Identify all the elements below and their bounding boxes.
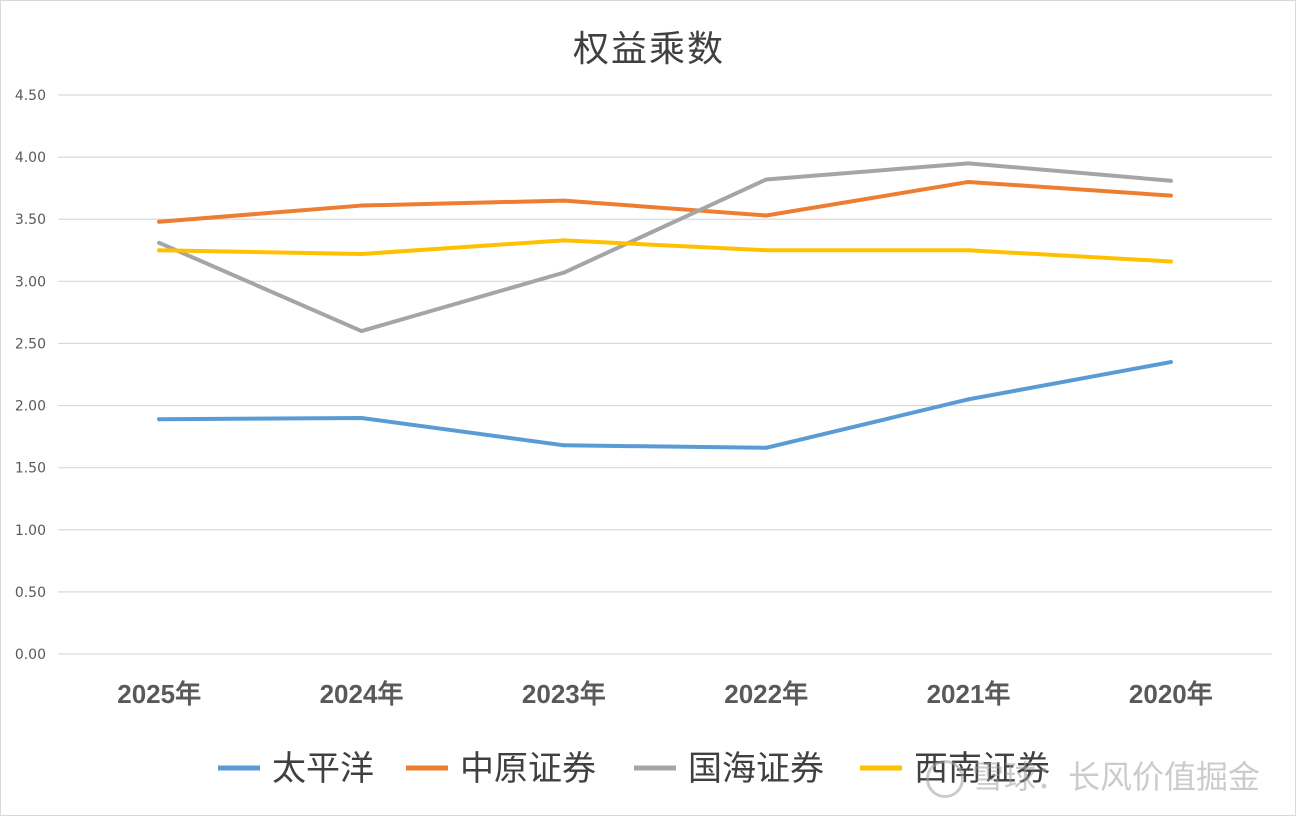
data-point xyxy=(359,252,364,257)
x-tick-label: 2022年 xyxy=(724,679,808,709)
data-point xyxy=(157,248,162,253)
x-tick-label: 2020年 xyxy=(1129,679,1213,709)
series-line-4 xyxy=(157,238,1173,264)
data-point xyxy=(157,417,162,422)
y-tick-label: 3.50 xyxy=(15,212,46,228)
snowball-logo-icon xyxy=(925,760,964,798)
legend-label: 中原证券 xyxy=(460,749,596,789)
data-point xyxy=(359,415,364,420)
data-point xyxy=(157,240,162,245)
data-point xyxy=(764,177,769,182)
data-point xyxy=(764,248,769,253)
data-point xyxy=(1168,178,1173,183)
series-line-1 xyxy=(157,360,1173,450)
x-tick-label: 2021年 xyxy=(927,679,1011,709)
data-point xyxy=(764,213,769,218)
y-tick-label: 1.00 xyxy=(15,523,46,539)
data-point xyxy=(561,270,566,275)
series-lines xyxy=(157,161,1173,450)
y-tick-label: 0.00 xyxy=(15,647,46,663)
y-tick-label: 0.50 xyxy=(15,585,46,601)
y-tick-label: 4.50 xyxy=(15,88,46,104)
x-tick-label: 2023年 xyxy=(522,679,606,709)
y-tick-label: 2.50 xyxy=(15,336,46,352)
gridlines xyxy=(58,94,1272,655)
data-point xyxy=(561,238,566,243)
x-axis: 2025年 2024年 2023年 2022年 2021年 2020年 xyxy=(117,679,1213,709)
y-tick-label: 2.00 xyxy=(15,399,46,415)
data-point xyxy=(764,445,769,450)
data-point xyxy=(966,397,971,402)
x-tick-label: 2024年 xyxy=(320,679,404,709)
y-axis: 0.00 0.50 1.00 1.50 2.00 2.50 3.00 3.50 4.00 4.50 xyxy=(15,88,46,663)
data-point xyxy=(966,248,971,253)
series-line-2 xyxy=(157,179,1173,224)
data-point xyxy=(561,443,566,448)
data-point xyxy=(966,179,971,184)
data-point xyxy=(1168,360,1173,365)
chart-title: 权益乘数 xyxy=(572,29,725,70)
data-point xyxy=(966,161,971,166)
data-point xyxy=(157,219,162,224)
series-line-3 xyxy=(157,161,1173,334)
y-tick-label: 3.00 xyxy=(15,274,46,290)
data-point xyxy=(359,329,364,334)
watermark: 雪球：长风价值掘金 xyxy=(925,752,1260,798)
y-tick-label: 1.50 xyxy=(15,461,46,477)
x-tick-label: 2025年 xyxy=(117,679,201,709)
legend-label: 太平洋 xyxy=(272,749,374,789)
data-point xyxy=(1168,259,1173,264)
legend-label: 国海证券 xyxy=(688,749,824,789)
data-point xyxy=(359,203,364,208)
data-point xyxy=(1168,193,1173,198)
watermark-text: 雪球：长风价值掘金 xyxy=(971,758,1260,796)
y-tick-label: 4.00 xyxy=(15,150,46,166)
data-point xyxy=(561,198,566,203)
